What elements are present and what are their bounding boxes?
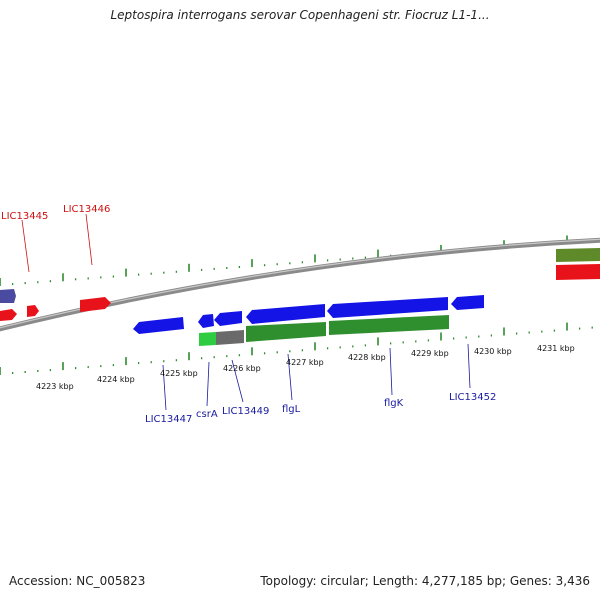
scale-tick-label: 4223 kbp bbox=[36, 382, 74, 391]
gene-label-text: LIC13452 bbox=[449, 392, 496, 403]
gene-label-text: LIC13449 bbox=[222, 406, 269, 417]
scale-tick-label: 4229 kbp bbox=[411, 349, 449, 358]
gene-label-text: csrA bbox=[196, 409, 218, 420]
reverse-gene-lic13449[interactable] bbox=[214, 311, 242, 326]
gene-label-lic13447[interactable]: LIC13447 bbox=[145, 364, 192, 425]
reverse-gene-lic13452[interactable] bbox=[451, 295, 484, 310]
forward-gene-stub[interactable] bbox=[0, 289, 16, 303]
scale-tick-label: 4225 kbp bbox=[160, 369, 198, 378]
rna-gene[interactable] bbox=[556, 248, 600, 262]
forward-gene[interactable] bbox=[27, 305, 39, 317]
gene-label-text: LIC13445 bbox=[1, 211, 48, 222]
forward-gene[interactable] bbox=[0, 309, 17, 321]
scale-tick-label: 4228 kbp bbox=[348, 353, 386, 362]
gene-label-text: flgK bbox=[384, 398, 404, 409]
scale-tick-label: 4224 kbp bbox=[97, 375, 135, 384]
gene-label-lic13449[interactable]: LIC13449 bbox=[222, 359, 269, 417]
forward-gene-lic13446[interactable] bbox=[80, 297, 111, 312]
reverse-gene-lic13447[interactable] bbox=[133, 317, 184, 334]
accession-label: Accession: NC_005823 bbox=[9, 574, 146, 588]
reverse-gene-flgl[interactable] bbox=[246, 304, 325, 324]
gene-label-lic13452[interactable]: LIC13452 bbox=[449, 343, 496, 403]
cds-feature-flgk[interactable] bbox=[329, 315, 449, 335]
gene-label-flgk[interactable]: flgK bbox=[384, 347, 404, 409]
gene-label-text: LIC13447 bbox=[145, 414, 192, 425]
gene-label-flgl[interactable]: flgL bbox=[282, 353, 301, 415]
gene-label-text: flgL bbox=[282, 404, 301, 415]
scale-tick-label: 4230 kbp bbox=[474, 347, 512, 356]
gene-label-lic13446[interactable]: LIC13446 bbox=[63, 204, 110, 266]
gene-label-lic13445[interactable]: LIC13445 bbox=[1, 211, 48, 273]
scale-labels: 4223 kbp 4224 kbp 4225 kbp 4226 kbp 4227… bbox=[36, 344, 575, 391]
scale-tick-label: 4227 kbp bbox=[286, 358, 324, 367]
scale-tick-label: 4226 kbp bbox=[223, 364, 261, 373]
inner-tick-track bbox=[0, 322, 593, 375]
gene-label-csra[interactable]: csrA bbox=[196, 361, 218, 420]
scale-tick-label: 4231 kbp bbox=[537, 344, 575, 353]
cds-feature-flgl[interactable] bbox=[246, 322, 326, 342]
genome-summary: Topology: circular; Length: 4,277,185 bp… bbox=[260, 574, 590, 588]
outer-tick-track bbox=[0, 235, 593, 286]
cds-feature-lic13449[interactable] bbox=[216, 330, 244, 345]
cds-feature-csra[interactable] bbox=[199, 332, 216, 346]
map-title: Leptospira interrogans serovar Copenhage… bbox=[110, 8, 490, 22]
gene-label-text: LIC13446 bbox=[63, 204, 110, 215]
forward-gene[interactable] bbox=[556, 264, 600, 280]
reverse-gene-csra[interactable] bbox=[198, 314, 214, 328]
reverse-gene-flgk[interactable] bbox=[327, 297, 448, 318]
